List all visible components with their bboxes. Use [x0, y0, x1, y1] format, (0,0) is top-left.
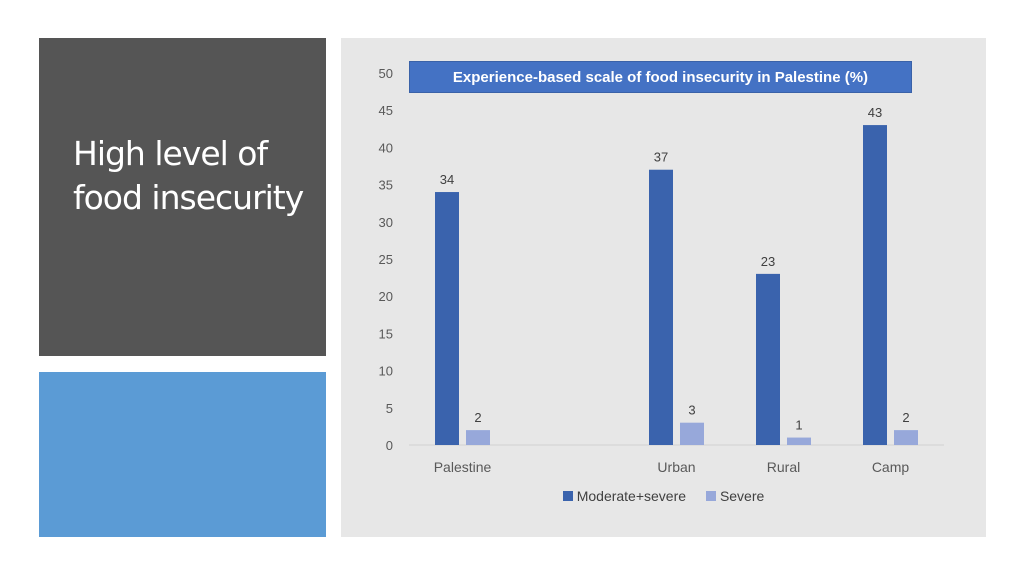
legend-label-moderate-severe: Moderate+severe — [576, 488, 687, 504]
y-tick-label: 40 — [379, 140, 393, 155]
bar-severe — [466, 430, 490, 445]
bar-moderate-severe — [756, 273, 780, 445]
legend-item-moderate-severe: Moderate+severe — [562, 488, 687, 504]
bar-severe — [680, 422, 704, 445]
data-label: 43 — [868, 105, 882, 120]
bar-severe — [894, 430, 918, 445]
y-tick-label: 35 — [379, 178, 393, 193]
data-label: 34 — [440, 172, 454, 187]
y-tick-label: 15 — [379, 326, 393, 341]
data-label: 3 — [688, 403, 695, 418]
data-label: 23 — [761, 254, 775, 269]
chart-legend: Moderate+severe Severe — [341, 488, 986, 504]
data-label: 2 — [474, 410, 481, 425]
legend-label-severe: Severe — [719, 488, 765, 504]
data-label: 2 — [902, 410, 909, 425]
data-label: 1 — [795, 418, 802, 433]
bar-moderate-severe — [649, 169, 673, 445]
y-tick-label: 5 — [386, 401, 393, 416]
x-category-label: Palestine — [434, 459, 492, 475]
y-tick-label: 20 — [379, 289, 393, 304]
y-tick-label: 25 — [379, 252, 393, 267]
legend-swatch-moderate-severe — [562, 491, 573, 501]
y-tick-label: 10 — [379, 364, 393, 379]
y-tick-label: 30 — [379, 215, 393, 230]
x-category-label: Camp — [872, 459, 910, 475]
slide-title: High level of food insecurity — [73, 134, 304, 217]
data-label: 37 — [654, 150, 668, 165]
bar-moderate-severe — [435, 192, 459, 445]
y-tick-label: 50 — [379, 66, 393, 81]
x-category-label: Rural — [767, 459, 800, 475]
bar-chart: 0 5 10 15 20 25 30 35 40 45 50 Palestine 34 2 Urban 37 3… — [379, 66, 944, 475]
title-panel: High level of food insecurity — [39, 38, 326, 356]
chart-panel: 0 5 10 15 20 25 30 35 40 45 50 Palestine 34 2 Urban 37 3… — [341, 38, 986, 537]
bar-moderate-severe — [863, 125, 887, 445]
y-tick-label: 45 — [379, 103, 393, 118]
y-tick-label: 0 — [386, 438, 393, 453]
x-category-label: Urban — [657, 459, 695, 475]
accent-panel — [39, 372, 326, 537]
legend-swatch-severe — [705, 491, 716, 501]
legend-item-severe: Severe — [705, 488, 765, 504]
chart-title: Experience-based scale of food insecurit… — [409, 61, 912, 93]
bar-severe — [787, 437, 811, 445]
